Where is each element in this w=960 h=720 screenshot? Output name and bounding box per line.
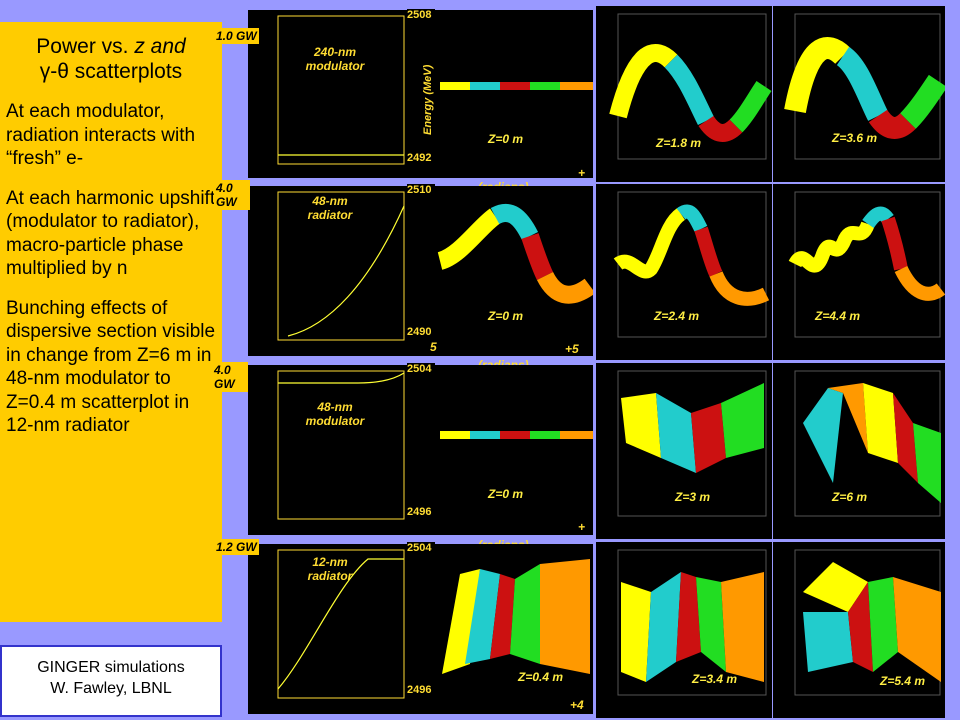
phase-right-label: +5 (565, 342, 579, 356)
credit-line2: W. Fawley, LBNL (50, 680, 172, 697)
title-and: and (144, 35, 186, 58)
scatter-row2-col3 (773, 184, 945, 360)
z-label: Z=0 m (488, 309, 524, 323)
ytick-top-row1: 2508 (407, 9, 435, 21)
ytick-top-row3: 2504 (407, 363, 435, 375)
scatter-row4-col2 (596, 542, 772, 718)
z-label: Z=0.4 m (518, 670, 564, 684)
paragraph-harmonic: At each harmonic upshift (modulator to r… (6, 187, 216, 280)
scatter-row2-col2 (596, 184, 772, 360)
paragraph-fresh: At each modulator, radiation interacts w… (6, 101, 196, 169)
z-label: Z=4.4 m (815, 309, 861, 323)
z-label: Z=0 m (488, 487, 524, 501)
z-label: Z=0 m (488, 132, 524, 146)
phase-left-label: 5 (430, 340, 437, 354)
power-tag-row1: 1.0 GW (214, 28, 259, 44)
z-label: Z=5.4 m (880, 674, 926, 688)
phase-right-label: +4 (570, 698, 584, 712)
ytick-top-row2: 2510 (407, 184, 435, 196)
z-label: Z=2.4 m (654, 309, 700, 323)
power-plot-row3 (248, 365, 410, 535)
z-label: Z=3 m (675, 490, 711, 504)
ytick-bottom-row4: 2496 (407, 684, 435, 696)
scatter-row1-col2 (596, 6, 772, 182)
scatter-row1-col3 (773, 6, 945, 182)
ytick-bottom-row1: 2492 (407, 152, 435, 164)
slide-title: Power vs. z and γ-θ scatterplots (6, 34, 216, 84)
z-label: Z=3.6 m (832, 131, 878, 145)
wave-label-row2: 48-nm radiator (307, 194, 353, 222)
z-label: Z=1.8 m (656, 136, 702, 150)
scatter-row3-col2 (596, 363, 772, 539)
title-scatter: γ-θ scatterplots (39, 60, 183, 83)
title-part: Power vs. (36, 35, 135, 58)
power-tag-row3: 4.0 GW (212, 362, 248, 392)
power-plot-row4 (248, 544, 410, 714)
wave-label-row3: 48-nm modulator (305, 400, 365, 428)
scatter-row1-col1 (410, 10, 593, 178)
scatter-row3-col3 (773, 363, 945, 539)
scatter-row4-col1 (410, 544, 593, 714)
z-label: Z=6 m (832, 490, 868, 504)
scatter-row3-col1 (410, 365, 593, 535)
title-z: z (134, 35, 145, 58)
energy-axis-label: Energy (MeV) (422, 64, 434, 135)
power-tag-row4: 1.2 GW (214, 539, 259, 555)
credit-line1: GINGER simulations (37, 659, 185, 676)
phase-right-label: + (578, 520, 586, 534)
power-plot-row2 (248, 186, 410, 356)
paragraph-bunching: Bunching effects of dispersive section v… (6, 297, 216, 437)
phase-right-label: + (578, 166, 586, 180)
z-label: Z=3.4 m (692, 672, 738, 686)
power-plot-row1 (248, 10, 410, 178)
scatter-row4-col3 (773, 542, 945, 718)
scatter-row2-col1 (410, 186, 593, 356)
power-tag-row2: 4.0 GW (214, 180, 250, 210)
credit-box: GINGER simulations W. Fawley, LBNL (0, 645, 222, 717)
wave-label-row4: 12-nm radiator (307, 555, 353, 583)
ytick-bottom-row3: 2496 (407, 506, 435, 518)
ytick-top-row4: 2504 (407, 542, 435, 554)
wave-label-row1: 240-nm modulator (305, 45, 365, 73)
description-panel: Power vs. z and γ-θ scatterplots At each… (0, 22, 222, 622)
ytick-bottom-row2: 2490 (407, 326, 435, 338)
